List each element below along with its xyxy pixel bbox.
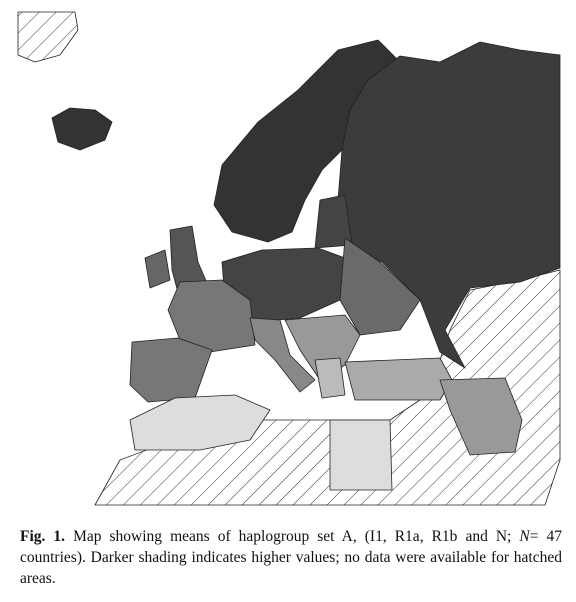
ukraine-belarus bbox=[339, 237, 421, 336]
iran bbox=[439, 377, 523, 456]
caption-text: = 47 countries). Darker shading indicate… bbox=[20, 528, 563, 587]
greenland-hatched bbox=[17, 11, 79, 63]
greece bbox=[314, 357, 346, 399]
ireland bbox=[144, 249, 171, 289]
france bbox=[167, 279, 256, 353]
maghreb bbox=[129, 394, 271, 451]
iberia bbox=[129, 337, 213, 403]
balkans bbox=[284, 314, 361, 381]
turkey bbox=[344, 357, 453, 401]
caption-text: Map showing means of haplogroup set A, (… bbox=[73, 528, 512, 545]
figure-label: Fig. 1. bbox=[20, 528, 66, 545]
figure-map bbox=[17, 11, 561, 506]
italy bbox=[249, 317, 316, 393]
figure-caption: Fig. 1. Map showing means of haplogroup … bbox=[20, 526, 562, 589]
egypt bbox=[329, 419, 393, 491]
caption-symbol: N bbox=[519, 528, 530, 545]
iceland bbox=[51, 107, 113, 151]
